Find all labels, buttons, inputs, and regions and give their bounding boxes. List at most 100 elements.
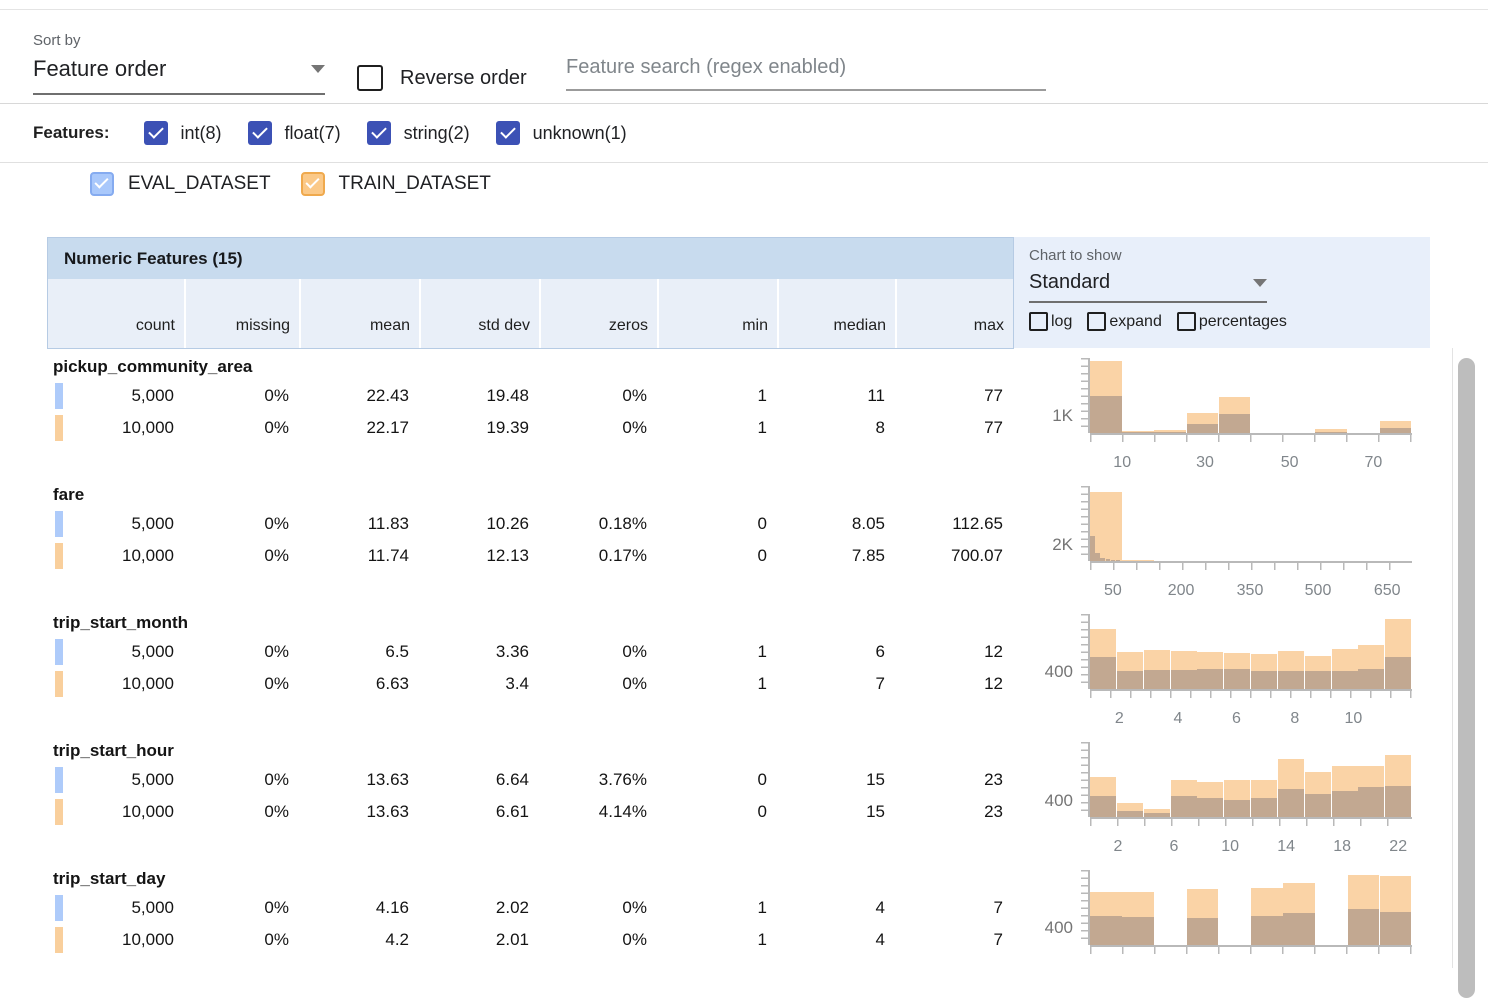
feature-type-checkbox-string[interactable]: string(2) (367, 121, 470, 145)
feature-search-input[interactable] (566, 56, 1046, 91)
dataset-swatch-eval (55, 767, 63, 793)
cell-max: 7 (894, 924, 1012, 956)
cell-count: 5,000 (47, 764, 183, 796)
x-axis-ruler (1090, 561, 1412, 570)
feature-type-checkbox-unknown[interactable]: unknown(1) (496, 121, 627, 145)
chart-controls-panel: Chart to show Standard log expand percen… (1014, 237, 1430, 348)
feature-type-checkbox-float[interactable]: float(7) (248, 121, 341, 145)
histogram-plot (1090, 870, 1412, 945)
y-axis-tick-label: 2K (1052, 535, 1073, 555)
reverse-order-checkbox[interactable] (357, 65, 383, 91)
cell-median: 4 (776, 924, 894, 956)
x-tick-label: 30 (1196, 454, 1214, 472)
hist-bar-eval (1187, 424, 1219, 434)
hist-bar-eval (1090, 796, 1116, 818)
toolbar: Sort by Feature order Reverse order (0, 10, 1488, 104)
cell-max: 112.65 (894, 508, 1012, 540)
feature-name: trip_start_day (47, 864, 1014, 892)
hist-bar-eval (1117, 671, 1143, 689)
histogram-plot (1090, 486, 1412, 561)
cell-std-dev: 10.26 (418, 508, 538, 540)
hist-bar-eval (1095, 553, 1100, 561)
cell-missing: 0% (183, 636, 298, 668)
cell-count: 5,000 (47, 636, 183, 668)
cell-mean: 11.83 (298, 508, 418, 540)
cell-missing: 0% (183, 924, 298, 956)
hist-bar-eval (1305, 671, 1331, 689)
hist-bar-eval (1332, 791, 1358, 817)
dataset-swatch-train (55, 927, 63, 953)
x-tick-label: 14 (1277, 838, 1295, 856)
log-checkbox[interactable]: log (1029, 312, 1072, 331)
cell-missing: 0% (183, 412, 298, 444)
x-axis-labels: 2610141822 (1090, 838, 1412, 858)
hist-bar-eval (1305, 794, 1331, 818)
column-header-median: median (777, 279, 895, 348)
feature-block: pickup_community_area 5,0000%22.4319.480… (47, 352, 1430, 480)
percentages-checkbox[interactable]: percentages (1177, 312, 1287, 331)
cell-zeros: 0% (538, 924, 656, 956)
stats-row-eval: 5,0000%4.162.020%147 (47, 892, 1014, 924)
cell-mean: 4.16 (298, 892, 418, 924)
hist-bar-eval (1332, 671, 1358, 689)
y-axis-tick-label: 400 (1045, 918, 1073, 938)
dataset-swatch-train (55, 415, 63, 441)
feature-type-checkbox-int[interactable]: int(8) (144, 121, 222, 145)
x-axis-ruler (1090, 689, 1412, 698)
cell-std-dev: 2.01 (418, 924, 538, 956)
cell-std-dev: 19.39 (418, 412, 538, 444)
x-tick-label: 6 (1170, 838, 1179, 856)
feature-name: pickup_community_area (47, 352, 1014, 380)
cell-min: 0 (656, 796, 776, 828)
cell-max: 23 (894, 764, 1012, 796)
cell-min: 1 (656, 380, 776, 412)
cell-zeros: 0% (538, 412, 656, 444)
cell-zeros: 0.17% (538, 540, 656, 572)
expand-checkbox[interactable]: expand (1087, 312, 1162, 331)
dataset-checkbox-eval[interactable]: EVAL_DATASET (90, 172, 271, 196)
x-tick-label: 6 (1232, 710, 1241, 728)
sort-by-label: Sort by (33, 32, 81, 49)
cell-median: 6 (776, 636, 894, 668)
x-tick-label: 500 (1305, 582, 1332, 600)
cell-mean: 6.5 (298, 636, 418, 668)
sort-order-value: Feature order (33, 56, 166, 82)
cell-zeros: 0% (538, 636, 656, 668)
x-tick-label: 10 (1113, 454, 1131, 472)
checked-checkbox-icon (248, 121, 272, 145)
cell-min: 1 (656, 924, 776, 956)
unchecked-checkbox-icon (1087, 312, 1106, 331)
hist-bar-eval (1385, 786, 1411, 817)
hist-bar-eval (1385, 657, 1411, 689)
dataset-checkbox-train[interactable]: TRAIN_DATASET (301, 172, 491, 196)
cell-zeros: 0% (538, 892, 656, 924)
hist-bar-eval (1283, 913, 1315, 945)
cell-mean: 6.63 (298, 668, 418, 700)
cell-std-dev: 12.13 (418, 540, 538, 572)
stats-row-train: 10,0000%4.22.010%147 (47, 924, 1014, 956)
eval-checkbox-icon (90, 172, 114, 196)
y-axis-ruler (1081, 486, 1090, 561)
cell-max: 77 (894, 380, 1012, 412)
sort-order-select[interactable]: Feature order (33, 56, 325, 95)
cell-std-dev: 6.64 (418, 764, 538, 796)
cell-count: 10,000 (47, 540, 183, 572)
column-header-zeros: zeros (539, 279, 657, 348)
cell-std-dev: 3.36 (418, 636, 538, 668)
feature-block: trip_start_day 5,0000%4.162.020%14710,00… (47, 864, 1430, 992)
cell-min: 0 (656, 508, 776, 540)
x-axis-labels: 246810 (1090, 710, 1412, 730)
cell-max: 23 (894, 796, 1012, 828)
chart-to-show-select[interactable]: Standard (1029, 271, 1267, 303)
dataset-legend: EVAL_DATASET TRAIN_DATASET (90, 172, 491, 196)
cell-zeros: 0% (538, 668, 656, 700)
cell-zeros: 4.14% (538, 796, 656, 828)
cell-max: 700.07 (894, 540, 1012, 572)
stats-row-eval: 5,0000%11.8310.260.18%08.05112.65 (47, 508, 1014, 540)
scrollbar-thumb[interactable] (1458, 358, 1475, 998)
y-axis-ruler (1081, 358, 1090, 433)
column-header-count: count (48, 279, 184, 348)
cell-count: 10,000 (47, 924, 183, 956)
x-axis-labels: 10305070 (1090, 454, 1412, 474)
dataset-swatch-eval (55, 511, 63, 537)
